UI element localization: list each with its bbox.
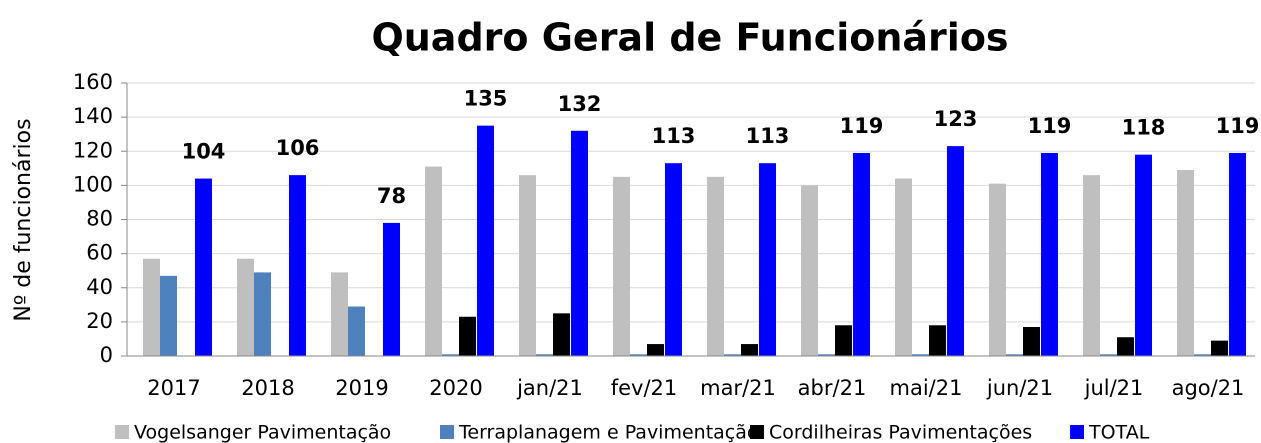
chart-title: Quadro Geral de Funcionários bbox=[371, 16, 1008, 60]
bar bbox=[477, 125, 494, 356]
bar bbox=[1117, 337, 1134, 356]
bar bbox=[1211, 340, 1228, 356]
y-tick-label: 40 bbox=[86, 275, 113, 299]
bar bbox=[1100, 354, 1117, 356]
bar bbox=[647, 344, 664, 356]
bar bbox=[613, 176, 630, 356]
bar bbox=[459, 316, 476, 356]
bar bbox=[835, 325, 852, 356]
bar bbox=[1194, 354, 1211, 356]
legend-swatch bbox=[440, 425, 454, 439]
bar bbox=[818, 354, 835, 356]
legend-label: Terraplanagem e Pavimentação bbox=[458, 422, 759, 443]
bar bbox=[989, 183, 1006, 356]
data-label: 119 bbox=[840, 114, 884, 138]
y-tick-label: 60 bbox=[86, 241, 113, 265]
data-label: 106 bbox=[276, 136, 320, 160]
data-label: 113 bbox=[746, 124, 790, 148]
y-tick-label: 80 bbox=[86, 207, 113, 231]
x-tick-label: mar/21 bbox=[700, 376, 776, 400]
x-tick-label: mai/21 bbox=[890, 376, 963, 400]
x-tick-label: ago/21 bbox=[1172, 376, 1245, 400]
bar bbox=[1041, 152, 1058, 356]
bar bbox=[759, 163, 776, 356]
y-tick-label: 120 bbox=[73, 138, 113, 162]
bar bbox=[331, 272, 348, 356]
x-tick-label: jul/21 bbox=[1084, 376, 1144, 400]
bar bbox=[1229, 152, 1246, 356]
bar bbox=[895, 178, 912, 356]
bar bbox=[289, 175, 306, 356]
bar bbox=[1177, 170, 1194, 356]
bar bbox=[254, 272, 271, 356]
legend-label: Cordilheiras Pavimentações bbox=[769, 422, 1032, 443]
legend-swatch bbox=[750, 425, 764, 439]
data-label: 119 bbox=[1028, 114, 1072, 138]
x-tick-label: jan/21 bbox=[516, 376, 583, 400]
x-tick-label: 2019 bbox=[335, 376, 388, 400]
x-tick-label: abr/21 bbox=[798, 376, 867, 400]
bar bbox=[143, 258, 160, 356]
bar bbox=[929, 325, 946, 356]
legend-swatch bbox=[1070, 425, 1084, 439]
bar bbox=[442, 354, 459, 356]
data-label: 113 bbox=[652, 124, 696, 148]
bar bbox=[1083, 175, 1100, 356]
bar bbox=[741, 344, 758, 356]
bar bbox=[630, 354, 647, 356]
x-tick-label: 2017 bbox=[147, 376, 200, 400]
bar bbox=[912, 354, 929, 356]
data-label: 78 bbox=[377, 184, 406, 208]
bar bbox=[519, 175, 536, 356]
bar bbox=[536, 354, 553, 356]
x-tick-label: 2018 bbox=[241, 376, 294, 400]
x-tick-label: jun/21 bbox=[986, 376, 1053, 400]
bar bbox=[665, 163, 682, 356]
x-tick-label: fev/21 bbox=[611, 376, 678, 400]
bar bbox=[195, 178, 212, 356]
y-axis-label: Nº de funcionários bbox=[11, 118, 36, 321]
data-label: 119 bbox=[1216, 114, 1260, 138]
data-label: 135 bbox=[464, 87, 508, 111]
legend-label: Vogelsanger Pavimentação bbox=[134, 422, 391, 443]
data-label: 104 bbox=[182, 140, 226, 164]
data-label: 132 bbox=[558, 92, 602, 116]
data-label: 118 bbox=[1122, 116, 1166, 140]
legend-label: TOTAL bbox=[1088, 422, 1150, 443]
bar bbox=[348, 306, 365, 356]
y-tick-label: 100 bbox=[73, 172, 113, 196]
y-tick-label: 140 bbox=[73, 104, 113, 128]
bar bbox=[1006, 354, 1023, 356]
y-tick-label: 160 bbox=[73, 70, 113, 94]
bar bbox=[1023, 326, 1040, 356]
bar bbox=[853, 152, 870, 356]
bar bbox=[571, 130, 588, 356]
y-tick-label: 20 bbox=[86, 309, 113, 333]
bar bbox=[237, 258, 254, 356]
bar bbox=[801, 185, 818, 356]
bar bbox=[947, 146, 964, 356]
y-tick-label: 0 bbox=[100, 343, 113, 367]
x-tick-label: 2020 bbox=[429, 376, 482, 400]
bar bbox=[160, 275, 177, 356]
bar bbox=[553, 313, 570, 356]
bar bbox=[724, 354, 741, 356]
bar bbox=[425, 166, 442, 356]
bar bbox=[383, 222, 400, 356]
data-label: 123 bbox=[934, 107, 978, 131]
legend-swatch bbox=[115, 425, 129, 439]
bar bbox=[1135, 154, 1152, 356]
bar bbox=[707, 176, 724, 356]
